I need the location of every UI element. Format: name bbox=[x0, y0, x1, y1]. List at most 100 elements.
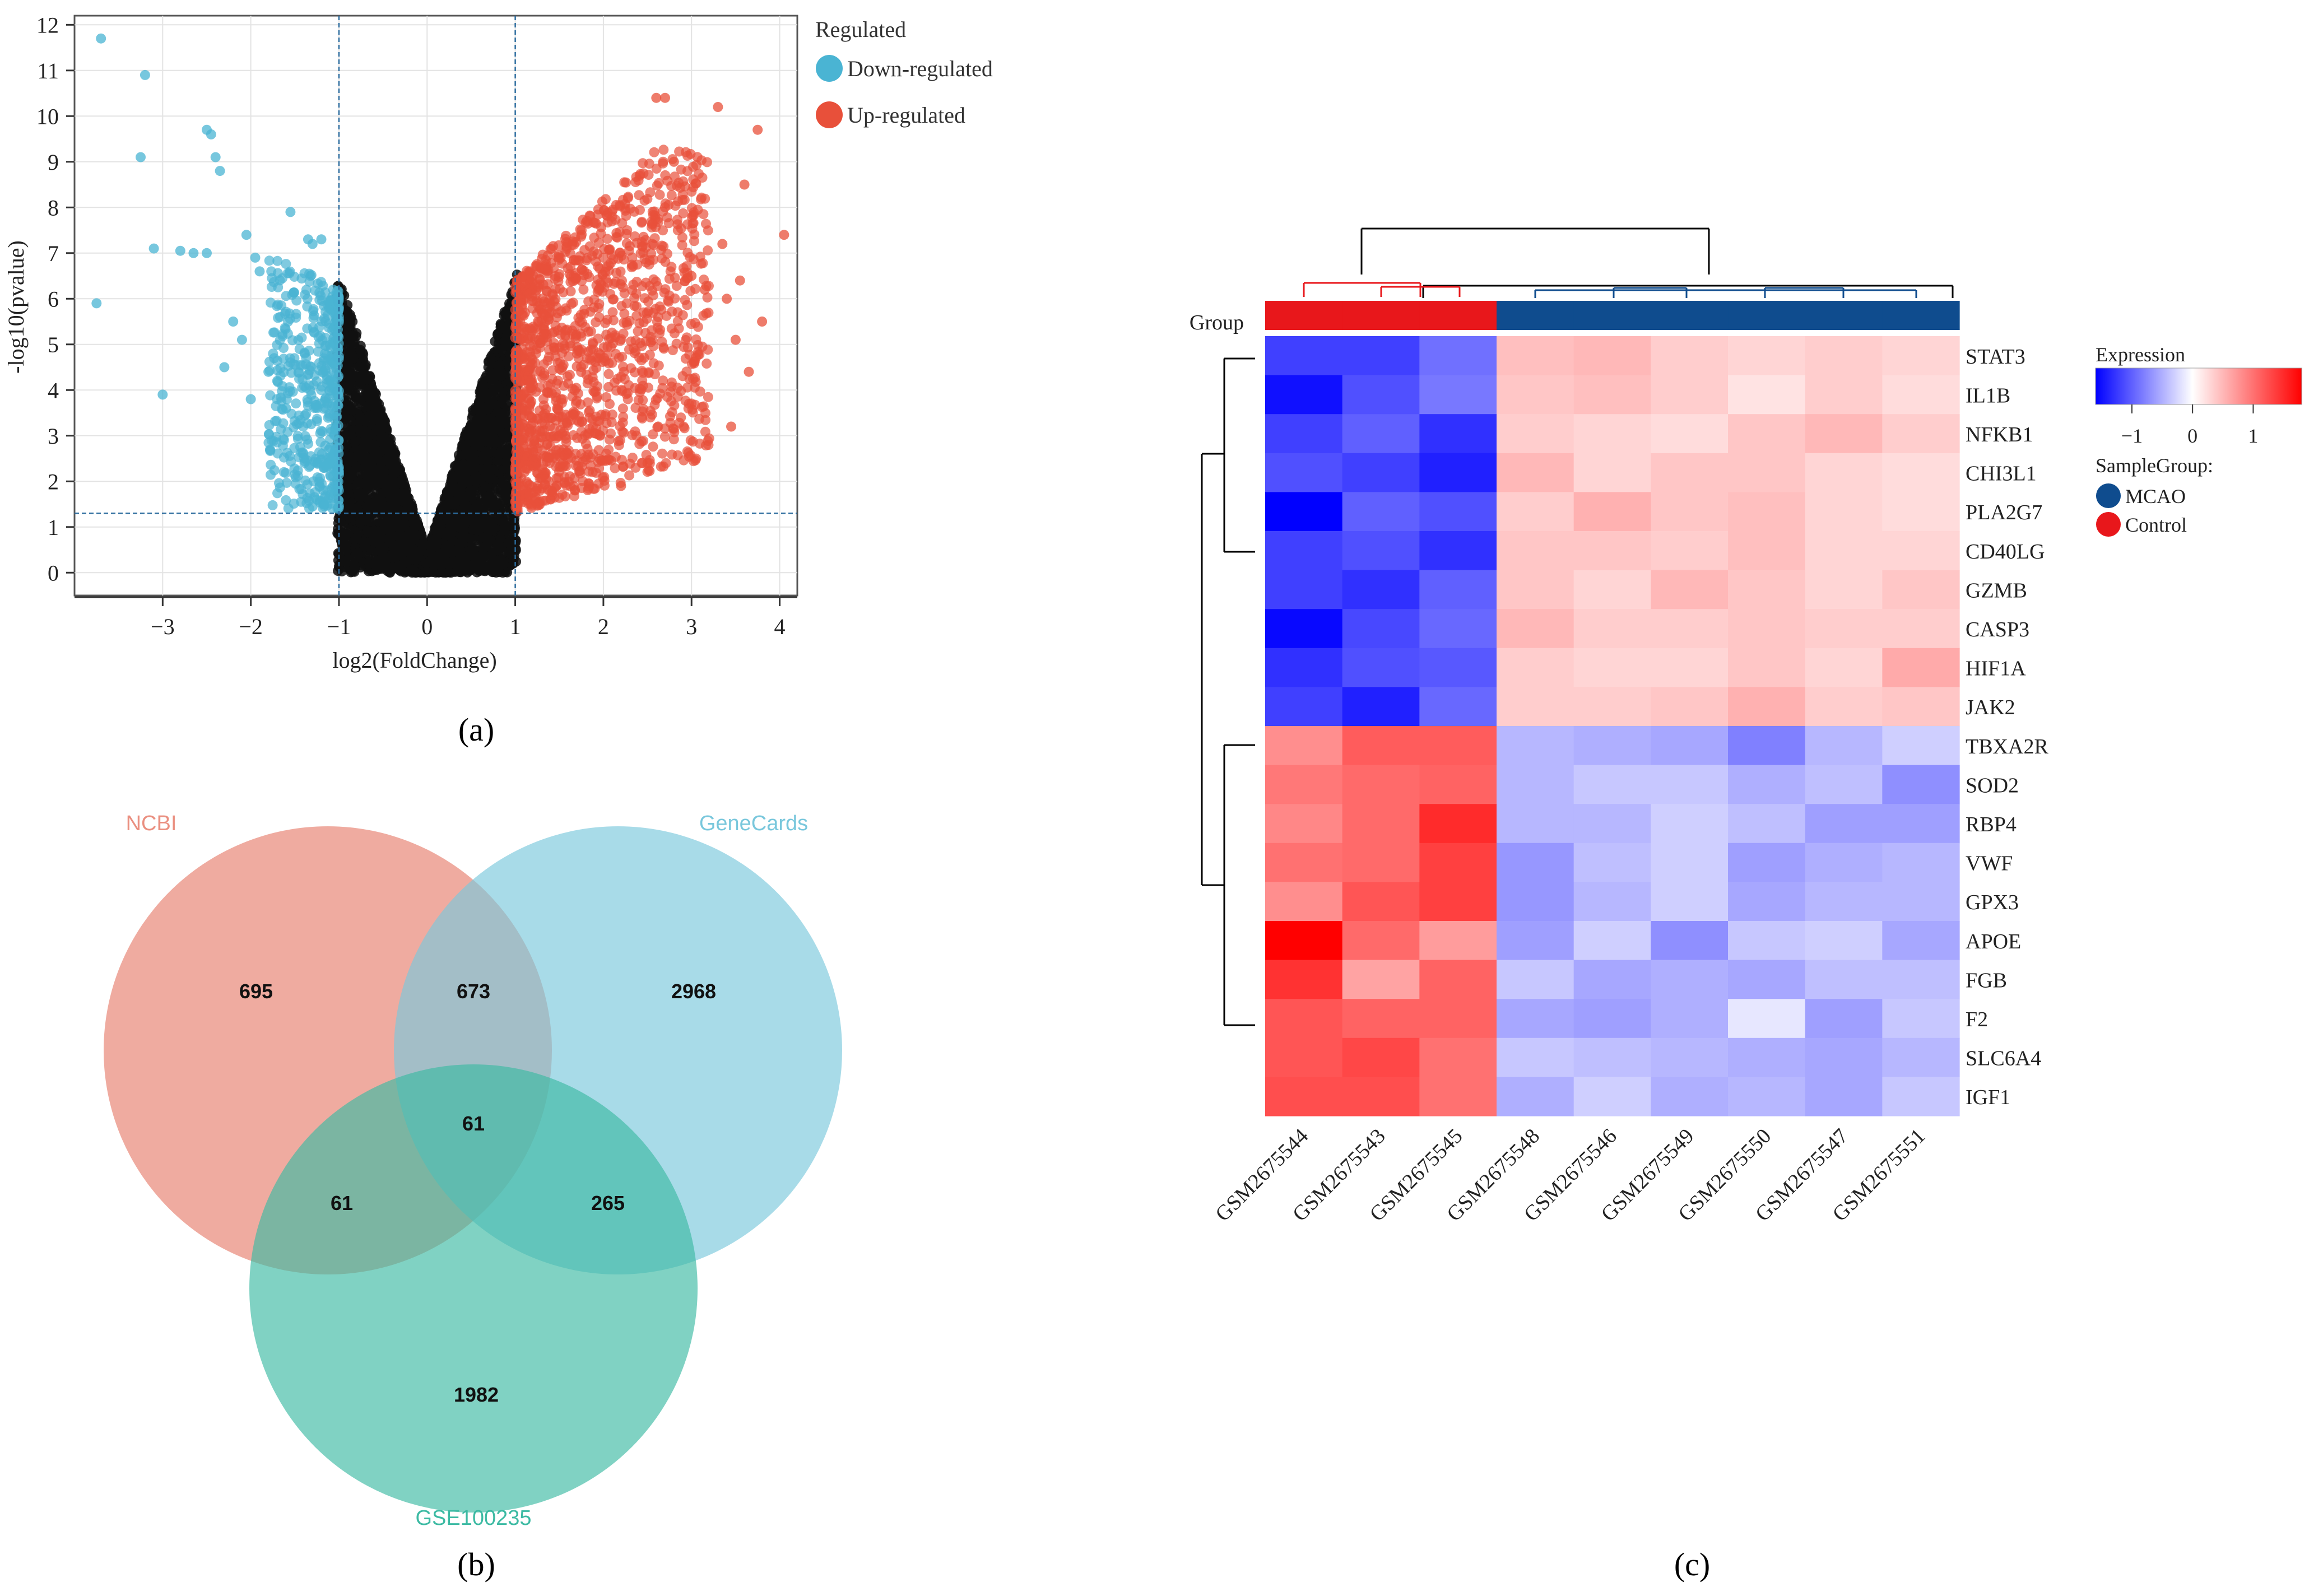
ns-point bbox=[360, 431, 371, 441]
down-regulated-point bbox=[317, 335, 328, 346]
down-regulated-point bbox=[140, 69, 150, 80]
ns-point bbox=[378, 456, 388, 466]
ns-point bbox=[457, 538, 468, 548]
down-regulated-point bbox=[278, 367, 289, 378]
ns-point bbox=[484, 425, 494, 436]
ns-point bbox=[487, 388, 498, 398]
ns-point bbox=[345, 317, 356, 328]
down-regulated-point bbox=[327, 503, 338, 514]
ns-point bbox=[472, 413, 483, 424]
down-regulated-point bbox=[331, 422, 342, 432]
down-regulated-point bbox=[315, 428, 326, 439]
up-regulated-point bbox=[701, 359, 712, 369]
ns-point bbox=[459, 497, 469, 508]
down-regulated-point bbox=[288, 359, 299, 370]
down-regulated-point bbox=[278, 343, 289, 353]
up-regulated-point bbox=[657, 448, 667, 459]
down-regulated-point bbox=[263, 438, 274, 448]
ns-point bbox=[369, 464, 379, 475]
ns-point bbox=[430, 534, 440, 545]
down-regulated-point bbox=[254, 266, 265, 277]
ns-point bbox=[457, 505, 467, 515]
ns-point bbox=[371, 425, 382, 436]
ns-point bbox=[509, 550, 519, 561]
ns-point bbox=[482, 436, 493, 447]
ns-point bbox=[488, 416, 499, 426]
ns-point bbox=[385, 486, 396, 497]
ns-point bbox=[487, 563, 498, 574]
ns-point bbox=[345, 404, 356, 415]
ns-point bbox=[498, 559, 509, 569]
down-regulated-point bbox=[278, 353, 289, 364]
down-regulated-point bbox=[289, 287, 299, 297]
ns-point bbox=[369, 497, 379, 508]
ns-point bbox=[337, 566, 347, 576]
ns-point bbox=[462, 551, 473, 561]
ns-point bbox=[497, 387, 508, 398]
down-regulated-point bbox=[294, 344, 305, 355]
ns-point bbox=[409, 522, 420, 533]
ns-point bbox=[390, 460, 401, 471]
ns-point bbox=[443, 512, 454, 523]
ns-point bbox=[388, 451, 398, 462]
ns-point bbox=[359, 537, 369, 547]
up-regulated-point bbox=[667, 449, 677, 460]
ns-point bbox=[367, 473, 378, 483]
down-regulated-point bbox=[96, 33, 106, 44]
down-regulated-point bbox=[324, 411, 334, 422]
down-regulated-point bbox=[302, 479, 313, 490]
ns-point bbox=[480, 542, 491, 552]
ns-point bbox=[406, 554, 417, 565]
down-regulated-point bbox=[296, 496, 306, 507]
ns-point bbox=[361, 384, 372, 395]
down-regulated-point bbox=[307, 501, 318, 512]
up-regulated-point bbox=[666, 323, 677, 334]
down-regulated-point bbox=[277, 440, 288, 451]
down-regulated-point bbox=[269, 465, 280, 476]
down-regulated-point bbox=[281, 394, 292, 404]
ns-point bbox=[358, 478, 369, 489]
ns-point bbox=[476, 402, 486, 412]
up-regulated-point bbox=[649, 147, 659, 157]
down-regulated-point bbox=[270, 416, 280, 426]
ns-point bbox=[483, 362, 494, 373]
ns-point bbox=[453, 489, 463, 499]
ns-point bbox=[496, 344, 507, 355]
ns-point bbox=[499, 408, 510, 418]
ns-point bbox=[377, 411, 388, 422]
ns-point bbox=[384, 510, 394, 520]
up-regulated-point bbox=[627, 252, 638, 263]
ns-point bbox=[364, 516, 375, 527]
ns-point bbox=[360, 524, 371, 535]
down-regulated-point bbox=[277, 329, 288, 339]
down-regulated-point bbox=[282, 268, 293, 278]
ns-point bbox=[349, 564, 360, 574]
ns-point bbox=[343, 482, 354, 492]
ns-point bbox=[473, 499, 484, 509]
ns-point bbox=[460, 440, 471, 451]
down-regulated-point bbox=[305, 451, 316, 462]
ns-point bbox=[398, 488, 409, 499]
ns-point bbox=[458, 528, 469, 539]
down-regulated-point bbox=[313, 346, 323, 357]
down-regulated-point bbox=[333, 351, 344, 362]
down-regulated-point bbox=[295, 442, 305, 452]
ns-point bbox=[487, 504, 498, 514]
ns-point bbox=[493, 455, 503, 466]
down-regulated-point bbox=[329, 401, 340, 412]
ns-point bbox=[419, 567, 430, 578]
ns-point bbox=[393, 478, 403, 489]
ns-point bbox=[473, 522, 484, 532]
down-regulated-point bbox=[322, 350, 332, 360]
ns-point bbox=[443, 500, 453, 511]
ns-point bbox=[502, 567, 512, 578]
up-regulated-point bbox=[701, 308, 712, 319]
ns-point bbox=[468, 452, 478, 462]
down-regulated-point bbox=[286, 367, 296, 378]
ns-point bbox=[499, 547, 509, 557]
down-regulated-point bbox=[300, 289, 310, 300]
down-regulated-point bbox=[293, 335, 304, 346]
down-regulated-point bbox=[206, 129, 216, 139]
ns-point bbox=[444, 567, 454, 578]
